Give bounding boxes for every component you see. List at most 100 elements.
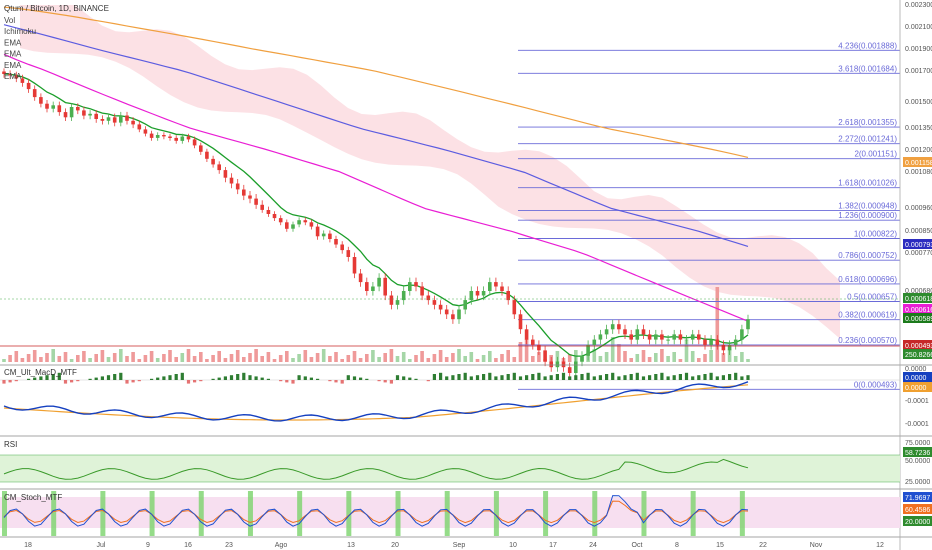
macd-histogram-bar bbox=[199, 380, 203, 382]
chart-title: Qtum / Bitcoin, 1D, BINANCE bbox=[4, 4, 109, 13]
price-tick-label: 0.000960 bbox=[905, 205, 932, 212]
price-tick-label: 0.001350 bbox=[905, 125, 932, 132]
macd-histogram-bar bbox=[377, 380, 381, 382]
candle bbox=[518, 314, 523, 330]
fib-label: 3.618(0.001684) bbox=[838, 64, 897, 73]
stoch-k-line bbox=[3, 495, 749, 527]
volume-bar bbox=[666, 356, 670, 362]
macd-badge-text: 0.0000 bbox=[905, 375, 927, 382]
time-axis[interactable]: 18 Jul 9 16 23 Ago 13 20 Sep 10 17 24 Oct 8 15 22 Nov 12 bbox=[24, 542, 884, 549]
macd-histogram-bar bbox=[125, 380, 129, 384]
macd-histogram-bar bbox=[629, 374, 633, 380]
volume-bar bbox=[377, 357, 381, 362]
volume-bar bbox=[469, 352, 474, 362]
macd-histogram-bar bbox=[180, 372, 184, 380]
price-badge bbox=[903, 349, 932, 359]
candle bbox=[684, 339, 689, 341]
candle bbox=[168, 136, 172, 138]
macd-pane[interactable] bbox=[0, 372, 900, 422]
candle bbox=[703, 339, 707, 345]
candle bbox=[414, 282, 418, 287]
candle bbox=[481, 291, 486, 296]
candle bbox=[408, 282, 412, 291]
volume-bar bbox=[334, 352, 338, 362]
rsi-title: RSI bbox=[4, 440, 17, 449]
price-badge-text: 0.000793 bbox=[905, 242, 932, 249]
candle bbox=[8, 73, 12, 76]
volume-bar bbox=[506, 350, 510, 362]
macd-histogram-bar bbox=[248, 375, 252, 380]
candle bbox=[2, 71, 6, 74]
macd-histogram-bar bbox=[39, 376, 43, 380]
stoch-badge-text: 60.4586 bbox=[905, 507, 930, 514]
volume-bar bbox=[623, 351, 627, 362]
candle bbox=[229, 177, 234, 184]
volume-bar bbox=[192, 356, 197, 362]
candle bbox=[100, 119, 105, 121]
candle bbox=[537, 344, 541, 351]
macd-histogram-bar bbox=[592, 376, 596, 380]
macd-histogram-bar bbox=[63, 380, 68, 384]
macd-histogram-bar bbox=[475, 375, 480, 380]
rsi-tick: 50.0000 bbox=[905, 458, 930, 465]
candle bbox=[500, 286, 504, 291]
macd-histogram-bar bbox=[611, 372, 615, 380]
price-badge bbox=[903, 239, 932, 249]
price-axis[interactable]: 0.002300 0.002100 0.001900 0.001700 0.001500… bbox=[905, 2, 932, 295]
fib-label: 0.382(0.000619) bbox=[838, 311, 897, 320]
volume-bar bbox=[309, 357, 314, 362]
macd-histogram-bar bbox=[408, 377, 412, 380]
volume-bar bbox=[248, 353, 252, 362]
volume-bar bbox=[8, 355, 12, 362]
candle bbox=[475, 291, 480, 296]
macd-histogram-bar bbox=[500, 375, 504, 380]
volume-bar bbox=[45, 353, 49, 362]
candle bbox=[389, 295, 394, 305]
volume-bar bbox=[494, 358, 498, 362]
macd-histogram-bar bbox=[549, 375, 553, 380]
macd-histogram-bar bbox=[76, 380, 80, 382]
stoch-highlight bbox=[346, 491, 352, 536]
candle bbox=[315, 226, 320, 237]
indicator-label: EMA bbox=[4, 38, 22, 47]
volume-bar bbox=[475, 359, 480, 362]
volume-bars bbox=[2, 287, 750, 362]
price-badge-text: 0.000618 bbox=[905, 296, 932, 303]
volume-bar bbox=[426, 358, 431, 362]
candle bbox=[260, 204, 264, 210]
volume-bar bbox=[39, 357, 43, 362]
candle bbox=[321, 233, 326, 237]
volume-bar bbox=[371, 350, 375, 362]
macd-histogram-bar bbox=[574, 375, 578, 380]
candle bbox=[143, 129, 148, 134]
candle bbox=[586, 344, 590, 356]
macd-histogram-bar bbox=[260, 377, 264, 380]
fib-label: 0.786(0.000752) bbox=[838, 251, 897, 260]
macd-histogram-bar bbox=[445, 376, 449, 380]
candle bbox=[678, 334, 683, 340]
volume-bar bbox=[266, 352, 271, 362]
volume-bar bbox=[57, 356, 62, 362]
candle bbox=[371, 286, 375, 291]
candle bbox=[180, 136, 185, 141]
macd-histogram-bar bbox=[494, 376, 498, 380]
candle bbox=[401, 291, 406, 301]
candle bbox=[57, 105, 62, 113]
candle bbox=[574, 361, 578, 373]
volume-bar bbox=[518, 342, 523, 362]
volume-bar bbox=[76, 355, 80, 362]
candle bbox=[149, 133, 154, 138]
candle bbox=[543, 350, 547, 362]
candle bbox=[438, 304, 443, 310]
macd-histogram-bar bbox=[279, 380, 283, 382]
stoch-badge bbox=[903, 516, 932, 526]
volume-bar bbox=[63, 352, 68, 362]
candle bbox=[254, 198, 258, 205]
volume-bar bbox=[647, 357, 652, 362]
macd-badge bbox=[903, 372, 932, 382]
macd-histogram-bar bbox=[691, 376, 695, 380]
volume-bar bbox=[26, 354, 31, 362]
candle bbox=[377, 277, 381, 287]
candle bbox=[488, 282, 492, 291]
